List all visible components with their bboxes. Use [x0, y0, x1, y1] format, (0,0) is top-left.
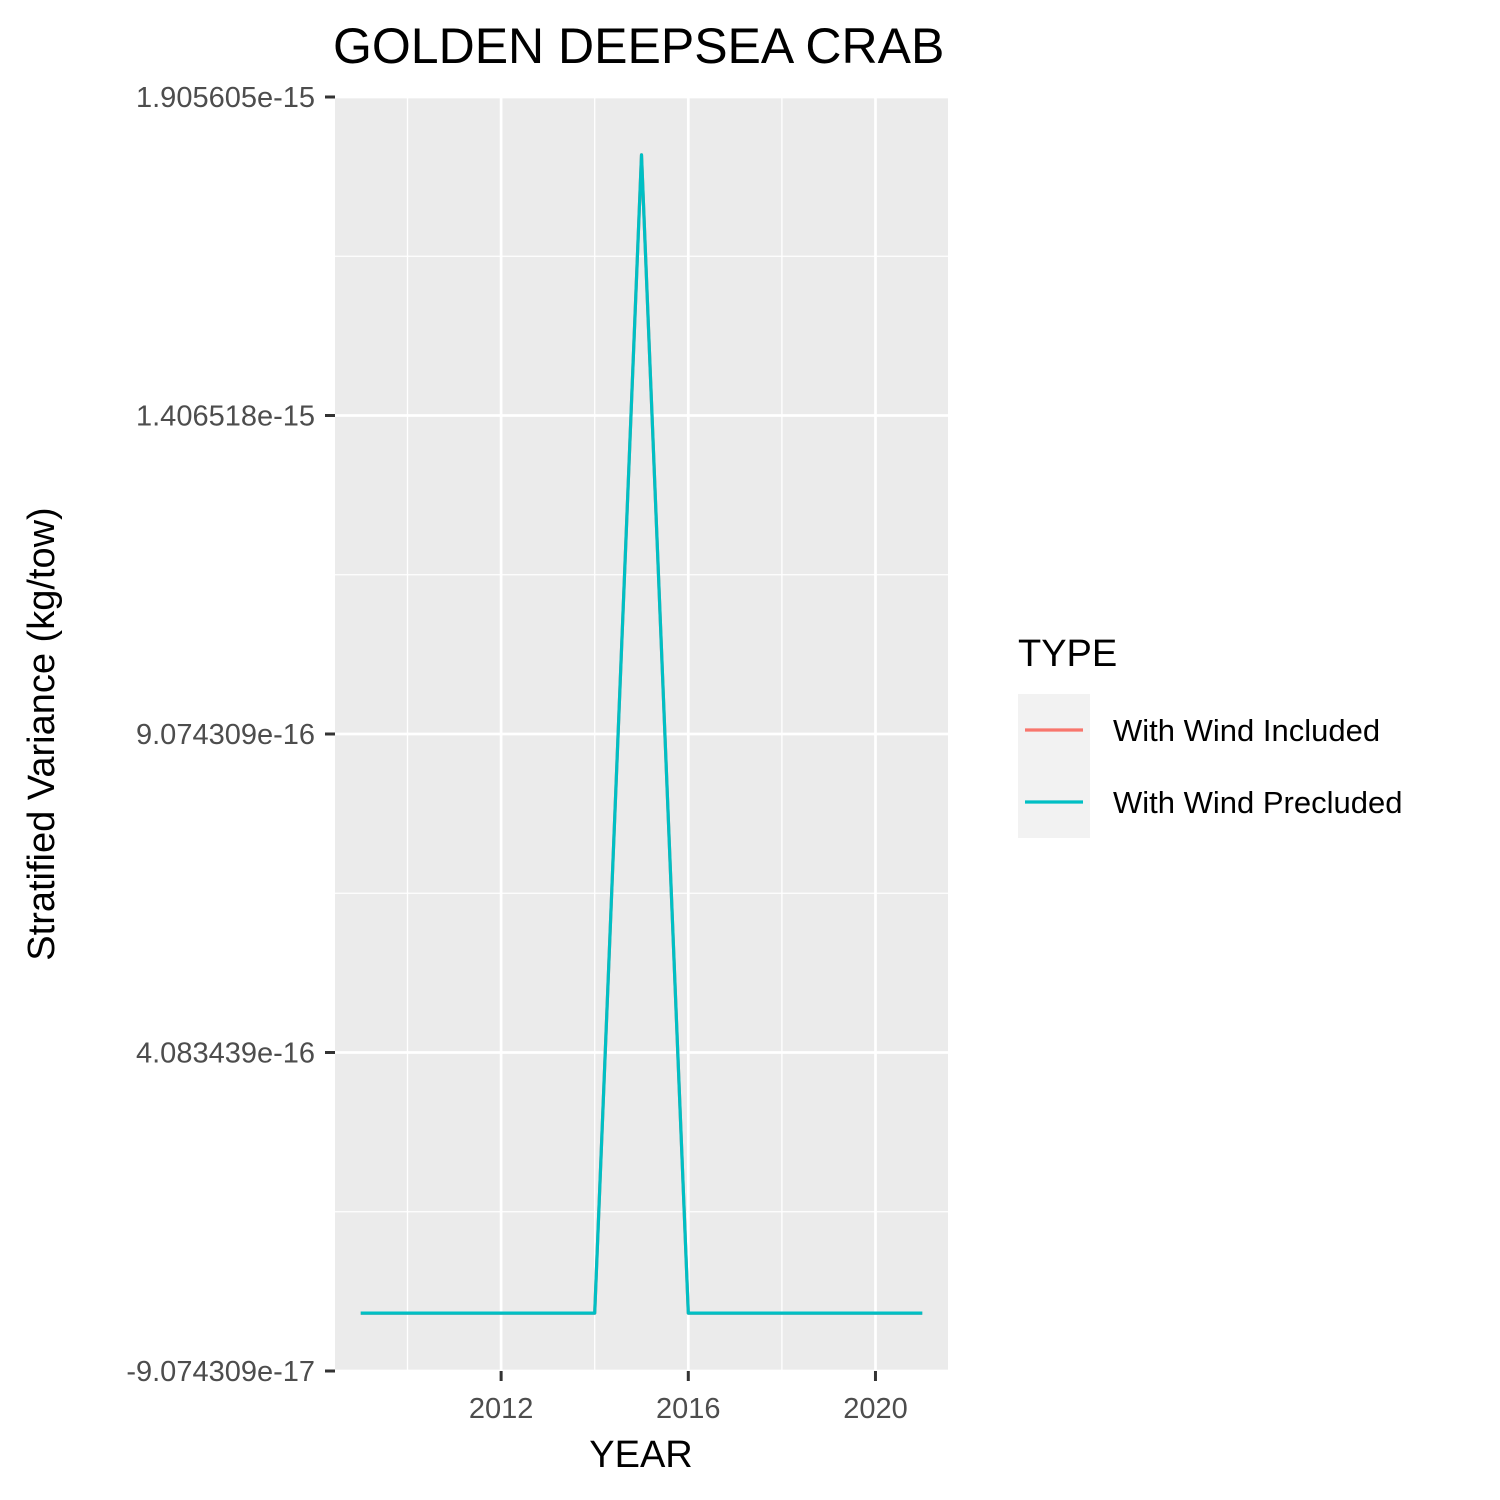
- legend: TYPE With Wind Included With Wind Preclud…: [1018, 633, 1402, 838]
- major-gridlines: [335, 95, 948, 1373]
- x-tick-label: 2020: [843, 1393, 908, 1425]
- y-tick-label: 1.406518e-15: [136, 401, 315, 433]
- legend-title: TYPE: [1018, 633, 1117, 675]
- x-axis-title: YEAR: [589, 1434, 692, 1476]
- y-tick-label: 1.905605e-15: [136, 82, 315, 114]
- y-axis-title: Stratified Variance (kg/tow): [21, 507, 63, 960]
- y-tick-label: 9.074309e-16: [136, 719, 315, 751]
- x-axis: 2012 2016 2020: [469, 1371, 908, 1425]
- legend-label: With Wind Precluded: [1113, 785, 1402, 820]
- y-axis: -9.074309e-17 4.083439e-16 9.074309e-16 1.4…: [126, 82, 335, 1388]
- legend-label: With Wind Included: [1113, 713, 1380, 748]
- y-tick-label: -9.074309e-17: [126, 1356, 315, 1388]
- x-tick-label: 2016: [656, 1393, 721, 1425]
- y-tick-label: 4.083439e-16: [136, 1038, 315, 1070]
- x-tick-label: 2012: [469, 1393, 534, 1425]
- series-line-1: [360, 153, 923, 1315]
- series-lines: [360, 153, 923, 1315]
- chart-title: GOLDEN DEEPSEA CRAB: [333, 18, 944, 74]
